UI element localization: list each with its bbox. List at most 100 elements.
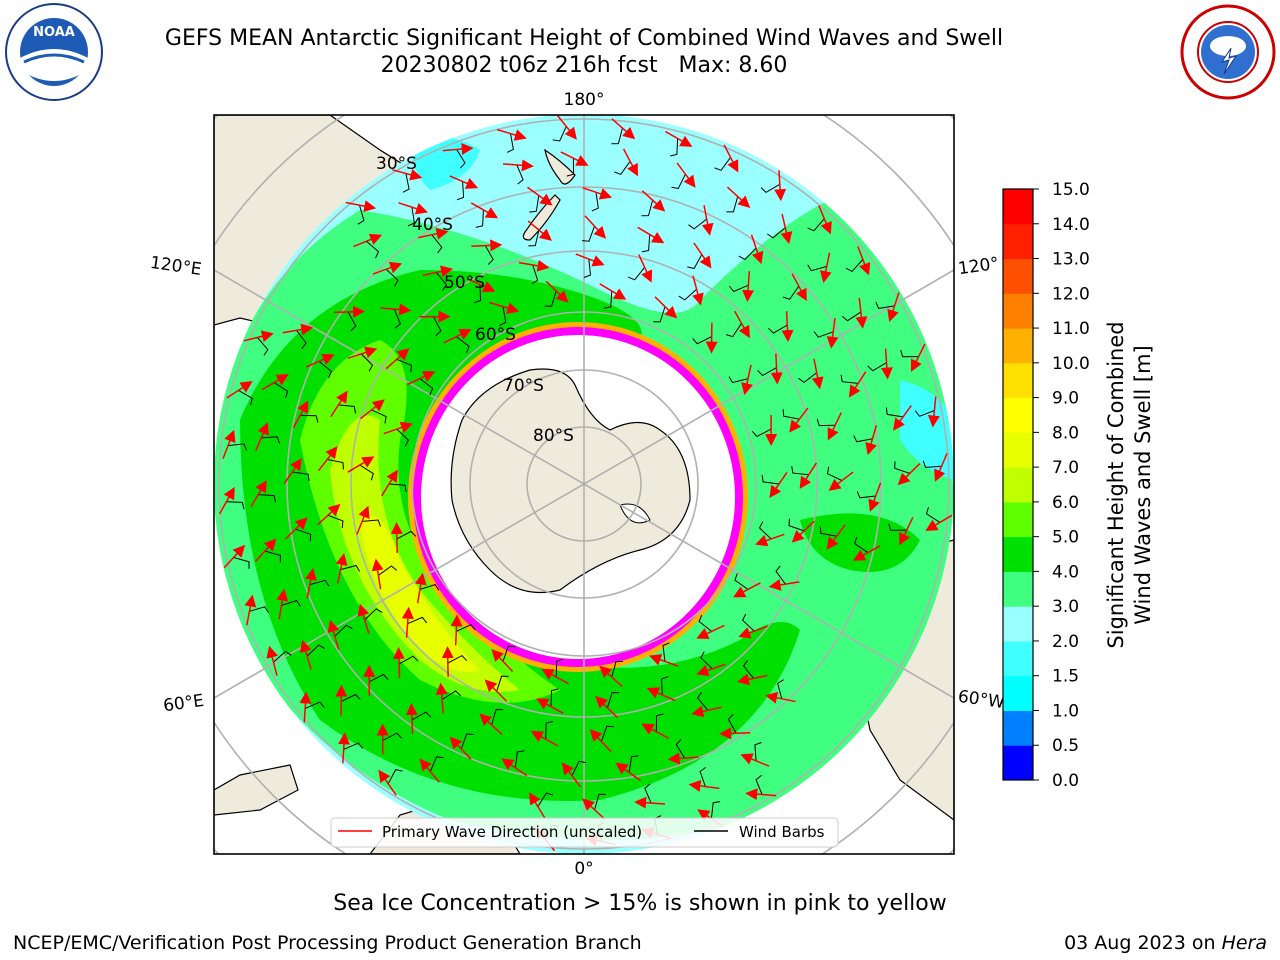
wave-direction-arrow [811, 358, 824, 390]
wind-barb [813, 331, 834, 338]
chart-subtitle: 20230802 t06z 216h fcst Max: 8.60 [380, 53, 788, 78]
wave-direction-arrow [501, 758, 528, 777]
wind-barb [728, 284, 749, 293]
wave-direction-arrow [899, 517, 914, 546]
antarctica-landmass [450, 368, 691, 594]
wave-direction-arrow [327, 619, 340, 650]
wind-barb [782, 285, 800, 300]
wind-barb [628, 755, 639, 773]
wind-barb [264, 550, 281, 563]
wave-direction-arrow [479, 713, 503, 736]
wave-direction-arrow [781, 311, 794, 343]
legend-barb-label: Wind Barbs [739, 823, 825, 841]
wave-direction-arrow [371, 558, 384, 590]
wind-barb [742, 659, 754, 679]
wave-direction-arrow [484, 679, 508, 702]
wind-barb [644, 783, 652, 804]
wave-direction-arrow [855, 297, 868, 329]
wind-barb [714, 157, 731, 171]
colorbar-band [1003, 501, 1033, 538]
wave-direction-arrow [255, 422, 269, 452]
wave-direction-arrow [852, 545, 881, 561]
wind-barb [726, 196, 739, 213]
colorbar-band [1003, 675, 1033, 711]
colorbar-band [1003, 223, 1033, 260]
wind-barb [761, 474, 780, 485]
wind-barb [782, 409, 800, 420]
wind-barb [788, 518, 805, 532]
wind-barb [473, 284, 482, 304]
wind-barb [885, 407, 904, 418]
wave-direction-arrow [857, 246, 871, 276]
wind-barb [922, 460, 942, 468]
wind-barb [894, 461, 910, 474]
wave-direction-arrow [347, 456, 375, 473]
wave-direction-arrow [560, 151, 589, 166]
map-frame [213, 114, 955, 855]
colorbar-band [1003, 328, 1033, 364]
wind-barb [725, 323, 742, 338]
nws-logo [1180, 4, 1276, 100]
wave-direction-arrow [266, 645, 278, 676]
wind-barb [555, 658, 564, 678]
wind-barb [327, 459, 344, 470]
wave-direction-arrow [442, 143, 474, 155]
colorbar-band [1003, 467, 1033, 503]
wind-barb [669, 138, 679, 157]
wave-direction-arrow [357, 603, 370, 634]
wind-barb [566, 158, 575, 177]
chart-title: GEFS MEAN Antarctic Significant Height o… [164, 26, 1004, 51]
wind-barb [411, 711, 432, 721]
wave-direction-arrow [868, 482, 882, 512]
colorbar-tick-label: 2.0 [1052, 632, 1079, 652]
wind-barb [502, 645, 516, 662]
wave-direction-arrow [471, 239, 503, 252]
colorbar-tick-label: 9.0 [1052, 389, 1079, 409]
wave-direction-arrow [317, 503, 341, 526]
wind-barb [226, 501, 245, 510]
wave-direction-arrow [405, 702, 418, 734]
wave-direction-arrow [726, 186, 751, 208]
wind-barb [393, 308, 402, 329]
wave-direction-arrow [541, 668, 569, 685]
colorbar-tick-label: 5.0 [1052, 528, 1079, 548]
wave-direction-arrow [419, 758, 440, 783]
wind-barb [238, 389, 253, 406]
wind-barb [925, 506, 941, 523]
wave-direction-arrow [345, 200, 377, 212]
wave-direction-arrow [769, 472, 788, 499]
wave-direction-arrow [422, 265, 453, 278]
wave-direction-arrow [449, 736, 472, 760]
wind-barb [545, 721, 554, 740]
wind-barb [692, 336, 712, 345]
wind-barb [327, 514, 344, 528]
wind-barb [514, 750, 525, 768]
wave-direction-arrow [826, 524, 846, 550]
wind-barb [826, 466, 843, 482]
wind-barb [552, 126, 567, 142]
colorbar-band [1003, 745, 1033, 781]
wind-barb [710, 801, 721, 819]
wave-direction-arrow [283, 458, 302, 485]
wind-barb [660, 676, 669, 695]
wind-barb [600, 725, 614, 742]
wind-barb [854, 536, 869, 554]
wind-barb [447, 654, 468, 664]
wind-barb [343, 742, 364, 750]
wind-barb [396, 358, 413, 373]
wind-barb [228, 443, 247, 451]
wave-direction-arrow [443, 329, 472, 344]
wind-barb [768, 324, 788, 334]
wave-direction-arrow [828, 471, 854, 491]
colorbar-tick-label: 15.0 [1052, 180, 1090, 200]
colorbar-tick-label: 14.0 [1052, 215, 1090, 235]
wave-direction-arrow [765, 691, 796, 704]
wave-direction-arrow [818, 205, 832, 235]
wave-direction-arrow [622, 148, 639, 177]
colorbar-label-line2: Wind Waves and Swell [m] [1131, 345, 1155, 625]
colorbar-band [1003, 258, 1033, 294]
wave-direction-arrow [688, 779, 720, 792]
wind-barb [914, 410, 935, 417]
wind-barb [671, 173, 686, 190]
